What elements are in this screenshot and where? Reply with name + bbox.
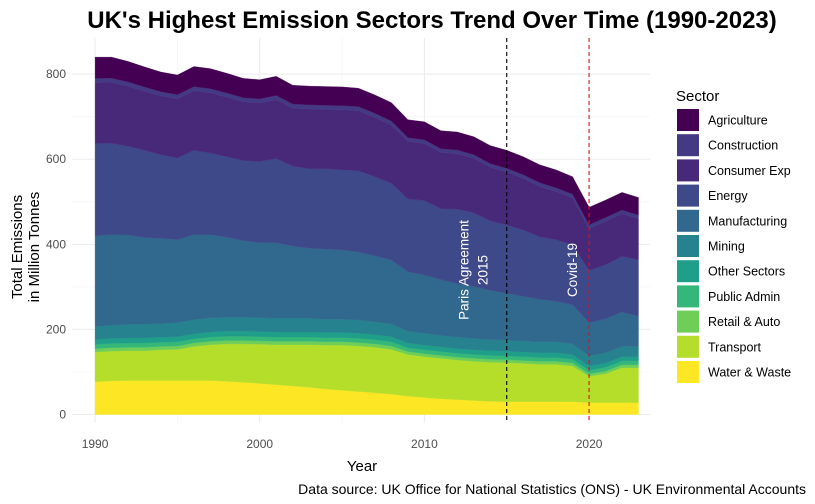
legend-swatch-manufacturing (677, 209, 699, 232)
legend-swatch-agriculture (677, 109, 699, 131)
caption: Data source: UK Office for National Stat… (298, 481, 806, 497)
y-axis-title: Total Emissions in Million Tonnes (9, 192, 43, 303)
y-tick-label: 800 (46, 67, 66, 81)
y-axis-title-line-2: in Million Tonnes (26, 192, 43, 303)
annotation-label: 2015 (476, 255, 491, 285)
x-tick-label: 1990 (82, 437, 109, 451)
legend-title: Sector (676, 88, 719, 105)
x-axis-title: Year (347, 458, 377, 475)
legend-label-public-admin: Public Admin (708, 290, 780, 304)
x-tick-label: 2010 (411, 437, 438, 451)
legend-swatch-consumer-exp (677, 159, 699, 182)
legend: Agriculture Construction Consumer Exp Energ… (677, 109, 791, 383)
legend-label-consumer-exp: Consumer Exp (708, 164, 791, 178)
x-tick-label: 2000 (246, 437, 273, 451)
annotations: Paris Agreement 2015 Covid-19 (457, 38, 590, 423)
legend-swatch-public-admin (677, 285, 699, 308)
legend-label-agriculture: Agriculture (708, 114, 768, 128)
x-axis: 1990 2000 2010 2020 (82, 437, 603, 451)
legend-label-construction: Construction (708, 139, 778, 153)
legend-label-mining: Mining (708, 240, 745, 254)
legend-label-energy: Energy (708, 189, 748, 203)
legend-swatch-construction (677, 134, 699, 157)
legend-swatch-energy (677, 184, 699, 207)
legend-swatch-transport (677, 335, 699, 358)
legend-swatch-other-sectors (677, 260, 699, 283)
y-tick-label: 400 (46, 237, 66, 251)
stacked-areas (94, 56, 639, 415)
y-tick-label: 600 (46, 152, 66, 166)
y-axis-title-line-1: Total Emissions (9, 195, 26, 299)
y-tick-label: 200 (46, 322, 66, 336)
legend-label-manufacturing: Manufacturing (708, 214, 787, 228)
annotation-label: Paris Agreement (457, 220, 472, 320)
legend-label-retail-and-auto: Retail & Auto (708, 315, 780, 329)
legend-swatch-mining (677, 235, 699, 257)
legend-label-transport: Transport (708, 340, 762, 354)
y-tick-label: 0 (59, 407, 66, 421)
area-agriculture (94, 56, 639, 225)
x-tick-label: 2020 (576, 437, 603, 451)
chart-title: UK's Highest Emission Sectors Trend Over… (87, 7, 777, 34)
legend-label-other-sectors: Other Sectors (708, 265, 785, 279)
legend-label-water-and-waste: Water & Waste (708, 366, 791, 380)
legend-swatch-water-and-waste (677, 361, 699, 383)
legend-swatch-retail-and-auto (677, 310, 699, 333)
annotation-label: Covid-19 (565, 243, 580, 297)
y-axis: 0 200 400 600 800 (46, 67, 66, 421)
